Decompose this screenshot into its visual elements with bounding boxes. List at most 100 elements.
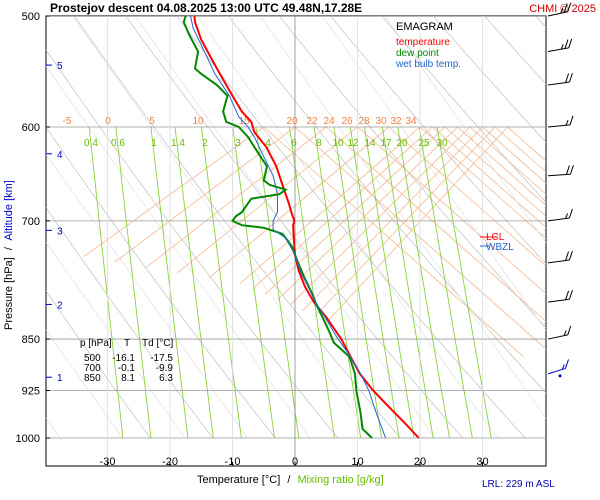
wind-barb-flag <box>563 3 568 13</box>
skew-line <box>197 16 498 439</box>
dry-adiabat <box>46 126 276 439</box>
wind-barb-shaft <box>547 124 571 128</box>
wind-barb-flag <box>568 250 573 261</box>
profile-curves <box>182 16 420 439</box>
moist-adiabat <box>482 126 546 184</box>
moist-adiabat <box>302 126 483 311</box>
plot-frame <box>45 15 547 467</box>
moist-adiabat <box>239 126 421 284</box>
moist-adiabat <box>444 126 546 217</box>
wind-barb-shaft <box>547 259 570 264</box>
temp-tick-label: -30 <box>100 456 116 468</box>
x-label-mix: Mixing ratio [g/kg] <box>297 474 383 486</box>
isotherm-label: 26 <box>341 116 353 127</box>
mixing-ratio-line <box>418 126 473 439</box>
wind-barb <box>547 250 573 264</box>
wind-barb-flag <box>568 72 573 83</box>
table-cell: 8.1 <box>121 373 135 384</box>
dry-adiabat <box>278 16 546 329</box>
mixing-ratio-line <box>201 126 242 439</box>
wind-barb-flag <box>565 73 570 83</box>
wind-barb <box>547 72 573 86</box>
table-header-t: T <box>124 338 130 349</box>
wind-barb-shaft <box>547 47 569 52</box>
table-cell: -17.5 <box>150 353 173 364</box>
pressure-tick-label: 500 <box>22 11 40 23</box>
altitude-tick-label: 5 <box>57 61 63 72</box>
mixing-ratio-label: 10 <box>332 138 344 149</box>
pressure-tick-label: 1000 <box>16 433 40 445</box>
mixing-ratio-line <box>363 126 415 439</box>
wind-barb-shaft <box>547 81 570 86</box>
moist-adiabat <box>432 126 546 228</box>
mixing-ratio-label: 3 <box>235 138 241 149</box>
dry-adiabat <box>46 49 339 439</box>
wind-barb <box>547 208 573 222</box>
x-label-sep: / <box>287 474 291 486</box>
temp-tick-label: -20 <box>162 456 178 468</box>
wind-barb-shaft <box>547 334 568 340</box>
mixing-ratio-label: 17 <box>380 138 392 149</box>
mixing-ratio-line <box>115 126 152 439</box>
wind-barb-flag <box>568 290 573 300</box>
table-header-td: Td [°C] <box>142 338 173 349</box>
wind-barb-half <box>561 364 565 370</box>
wind-barb-half <box>565 213 569 219</box>
wind-barb-half <box>560 8 564 14</box>
wind-barb-flag <box>565 165 570 175</box>
wind-barb-dot <box>558 374 562 378</box>
mixing-ratio-line <box>174 126 214 439</box>
skew-line <box>72 16 373 439</box>
wind-barb <box>547 165 574 177</box>
mixing-ratio-label: 20 <box>396 138 408 149</box>
grid-labels: -5 0 5 10 15 20 22 24 26 28 30 32 340.4 0.6 1 1.4 2 3 4 6 8 1… <box>63 116 448 149</box>
altitude-tick-label: 1 <box>57 373 63 384</box>
moist-adiabat <box>469 126 546 195</box>
temp-tick-label: 0 <box>292 456 298 468</box>
isotherm-label: 28 <box>358 116 370 127</box>
temp-tick-label: 10 <box>351 456 363 468</box>
moist-adiabat <box>357 126 546 295</box>
moist-adiabat <box>457 126 546 206</box>
isotherm-label: 24 <box>323 116 335 127</box>
wind-barb-flag <box>567 325 572 336</box>
wind-barb <box>547 115 574 128</box>
table-cell: -0.1 <box>118 363 136 374</box>
wind-barb-flag <box>567 2 572 12</box>
mixing-ratio-label: 0.4 <box>84 138 98 149</box>
isotherm-label: 15 <box>238 116 250 127</box>
moist-adiabat <box>146 126 327 268</box>
isotherm-label: -5 <box>63 116 72 127</box>
skew-line <box>134 16 436 439</box>
wind-barb-shaft <box>547 173 571 177</box>
mixing-ratio-line <box>436 126 492 439</box>
wind-barb-flag <box>564 359 569 369</box>
wind-barb <box>547 359 569 378</box>
moist-adiabat <box>419 126 546 239</box>
table-cell: 700 <box>84 363 101 374</box>
wind-barb-flag <box>565 251 570 261</box>
mixing-ratio-line <box>150 126 189 439</box>
series-dew-point <box>182 16 373 439</box>
mixing-ratio-label: 0.6 <box>111 138 125 149</box>
wind-barb-shaft <box>547 298 570 303</box>
chart-title: Prostejov descent 04.08.2025 13:00 UTC 4… <box>50 1 362 15</box>
pressure-tick-label: 700 <box>22 216 40 228</box>
legend-temperature: temperature <box>396 37 450 48</box>
moist-adiabat <box>294 126 546 350</box>
legend-title: EMAGRAM <box>396 21 453 33</box>
wind-barb-half <box>563 330 567 336</box>
wind-barbs <box>547 2 574 378</box>
y-label-pressure: Pressure [hPa] <box>3 257 15 330</box>
mixing-ratio-line <box>313 126 362 439</box>
temp-tick-label: -10 <box>225 456 241 468</box>
dry-adiabat <box>330 16 546 265</box>
skew-line <box>46 329 123 439</box>
level-markers: LCL WBZL <box>480 232 514 253</box>
legend-wet-bulb: wet bulb temp. <box>395 59 461 70</box>
isotherm-label: 30 <box>375 116 387 127</box>
mixing-ratio-label: 1.4 <box>171 138 185 149</box>
skew-line <box>46 241 186 439</box>
mixing-ratio-line <box>232 126 275 439</box>
